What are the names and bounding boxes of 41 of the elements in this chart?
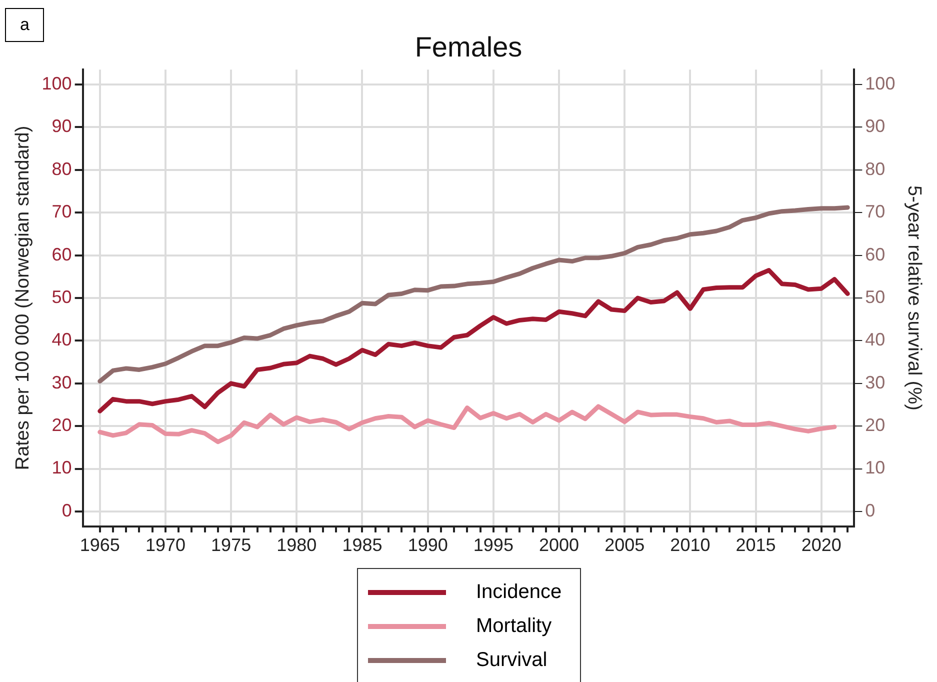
- x-tick-label: 1980: [276, 535, 317, 556]
- y-tick-label: 60: [52, 244, 72, 264]
- x-tick-label: 1965: [80, 535, 120, 556]
- chart-title: Females: [414, 32, 522, 63]
- y-axis-title: Rates per 100 000 (Norwegian standard): [12, 126, 34, 470]
- y-tick-label: 10: [52, 458, 72, 478]
- y-tick-label: 30: [52, 372, 72, 392]
- text: a: [5, 8, 44, 42]
- y2-tick-label: 100: [865, 74, 896, 94]
- y-tick-label: 70: [52, 202, 72, 222]
- x-tick-label: 1990: [408, 535, 448, 556]
- legend-label: Survival: [476, 648, 548, 672]
- y-tick-label: 50: [52, 286, 72, 307]
- y2-tick-label: 80: [865, 158, 886, 179]
- y2-tick-label: 70: [865, 202, 886, 222]
- y2-tick-label: 20: [865, 415, 886, 436]
- x-tick-label: 1975: [211, 535, 252, 556]
- legend-label: Incidence: [476, 580, 562, 604]
- y-tick-label: 0: [62, 500, 72, 520]
- x-tick-label: 1995: [473, 535, 514, 556]
- y2-tick-label: 40: [865, 330, 886, 350]
- x-tick-label: 2020: [801, 535, 842, 556]
- x-tick-label: 1970: [145, 535, 186, 556]
- y2-tick-label: 90: [865, 116, 886, 136]
- y-tick-label: 100: [42, 74, 72, 94]
- x-tick-label: 1985: [342, 535, 382, 556]
- y-tick-label: 80: [52, 158, 72, 179]
- y2-tick-label: 60: [865, 244, 886, 264]
- x-tick-label: 2005: [604, 535, 645, 556]
- y2-tick-label: 10: [865, 458, 886, 478]
- y-tick-label: 40: [52, 330, 72, 350]
- y2-tick-label: 30: [865, 372, 886, 392]
- x-tick-label: 2010: [670, 535, 710, 556]
- y2-tick-label: 0: [865, 500, 876, 520]
- x-tick-label: 2000: [538, 535, 580, 556]
- legend-label: Mortality: [476, 614, 552, 638]
- y-tick-label: 90: [52, 116, 72, 136]
- y2-axis-title: 5-year relative survival (%): [903, 186, 924, 410]
- y-tick-label: 20: [52, 415, 72, 436]
- y2-tick-label: 50: [865, 286, 886, 307]
- x-tick-label: 2015: [736, 535, 776, 556]
